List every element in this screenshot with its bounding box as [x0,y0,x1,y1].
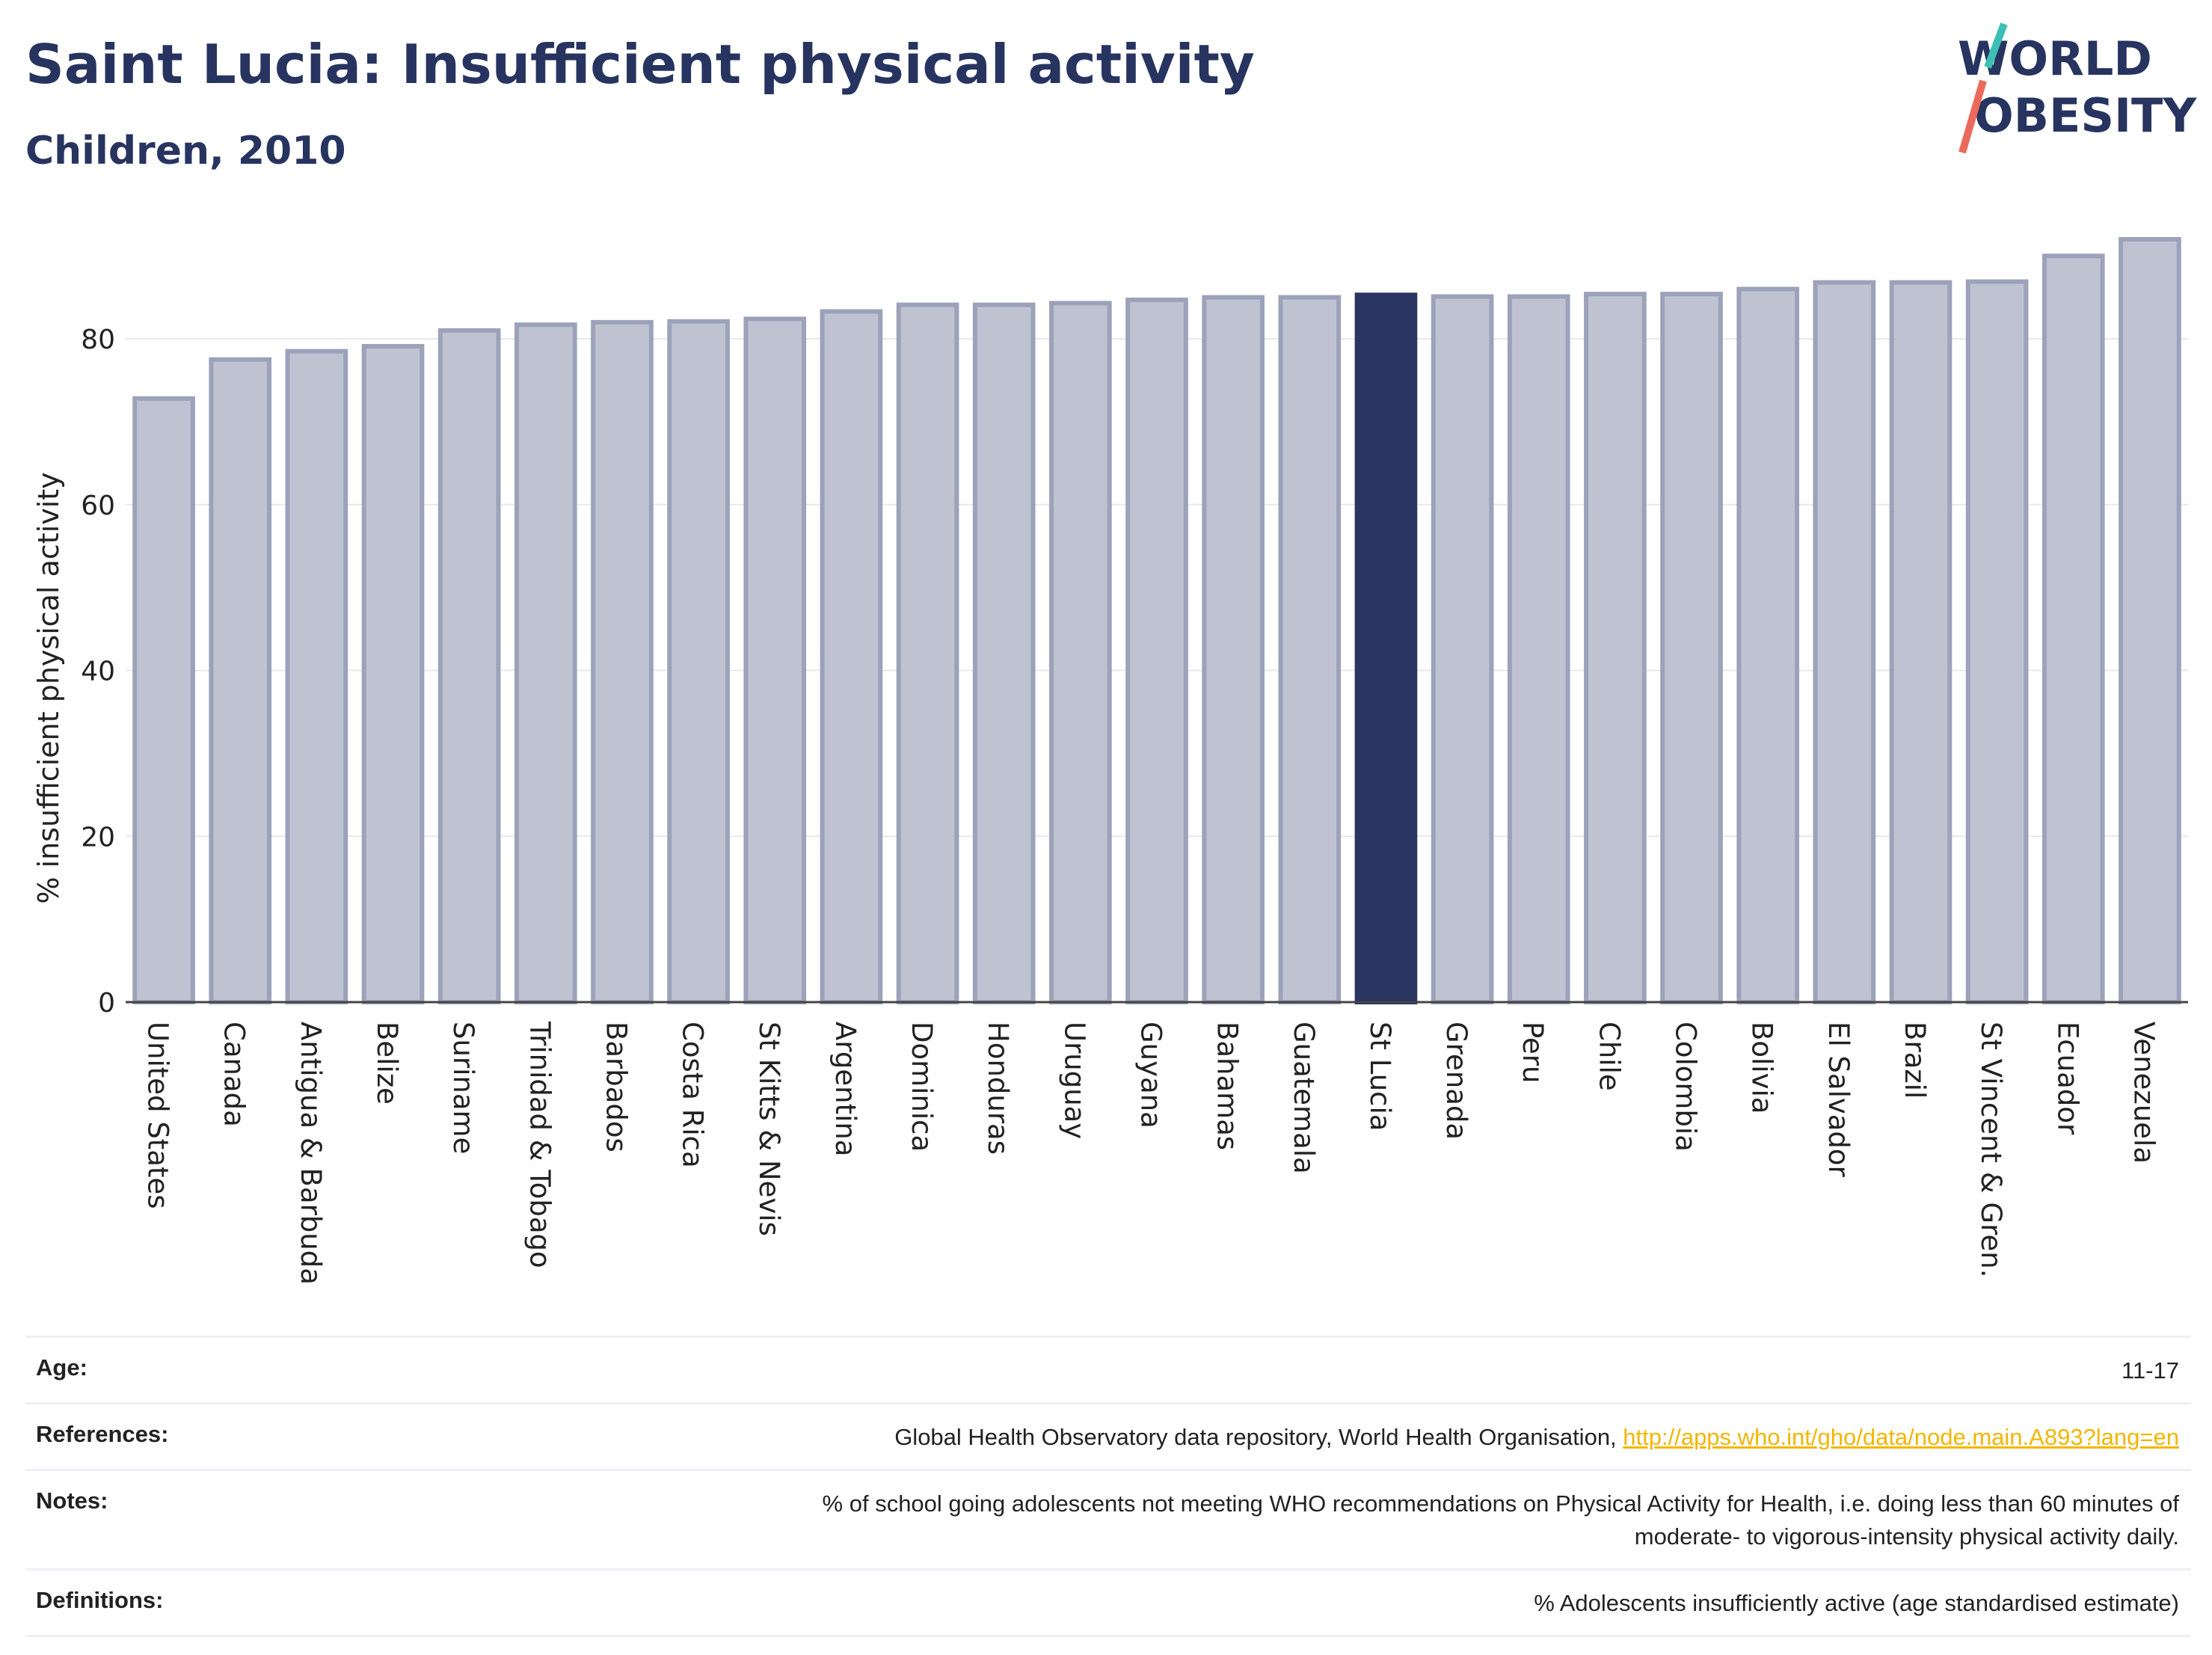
x-tick-label: Bahamas [1211,1022,1244,1150]
bar-guatemala [1278,295,1342,1004]
age-value: 11-17 [2122,1357,2179,1384]
x-tick-label: Barbados [600,1022,632,1152]
y-tick-label: 0 [98,988,115,1019]
bar-antigua-barbuda [285,348,348,1005]
y-tick-label: 40 [81,657,115,687]
bar-dominica [896,302,959,1004]
bar-chart: 0 20 40 60 80 United States Canada Antigua & B… [32,237,2188,1285]
info-row-definitions: Definitions: % Adolescents insufficientl… [25,1568,2191,1637]
x-tick-label: St Kitts & Nevis [753,1022,785,1236]
y-tick-label: 20 [81,822,115,853]
bar-guyana [1125,297,1188,1005]
bar-suriname [437,328,501,1004]
logo-accent-coral [1958,79,1987,154]
x-tick-label: United States [142,1022,174,1209]
bar-el-salvador [1813,280,1876,1004]
bar-bolivia [1736,286,1800,1004]
x-tick-label: Belize [371,1022,403,1105]
notes-line-2: moderate- to vigorous-intensity physical… [1634,1523,2179,1550]
references-value: Global Health Observatory data repositor… [894,1421,2179,1454]
x-tick-label: Trinidad & Tobago [523,1021,556,1268]
x-tick-label: St Lucia [1364,1022,1396,1131]
x-tick-label: Canada [218,1022,251,1127]
x-tick-label: Colombia [1670,1022,1702,1152]
info-row-notes: Notes: % of school going adolescents not… [25,1469,2191,1568]
bar-canada [209,357,272,1004]
references-text: Global Health Observatory data repositor… [894,1424,1623,1450]
x-axis: United States Canada Antigua & Barbuda Beli… [126,1001,2188,1285]
notes-label: Notes: [36,1487,108,1514]
definitions-label: Definitions: [36,1587,164,1613]
bar-honduras [972,302,1036,1004]
x-tick-label: El Salvador [1822,1022,1855,1178]
x-tick-label: St Vincent & Gren. [1975,1022,2007,1277]
x-tick-label: Bolivia [1746,1022,1778,1114]
bar-belize [361,344,425,1004]
info-row-references: References: Global Health Observatory da… [25,1402,2191,1469]
y-tick-label: 80 [81,325,115,355]
bar-st-lucia [1354,292,1418,1005]
bar-bahamas [1202,295,1265,1004]
x-tick-label: Grenada [1440,1022,1472,1140]
world-obesity-logo: WORLD OBESITY [1958,22,2197,154]
bar-ecuador [2042,254,2105,1005]
bar-united-states [132,396,195,1004]
bar-st-kitts-nevis [743,316,807,1005]
bar-uruguay [1049,301,1112,1004]
info-row-age: Age: 11-17 [25,1336,2191,1402]
bar-barbados [591,319,654,1004]
bars [132,237,2181,1005]
bar-venezuela [2119,237,2181,1004]
x-tick-label: Peru [1517,1022,1549,1083]
age-label: Age: [36,1354,87,1381]
x-tick-label: Argentina [829,1022,861,1156]
bar-peru [1507,294,1570,1004]
logo-word-obesity: OBESITY [1974,88,2197,143]
x-tick-label: Antigua & Barbuda [295,1022,327,1285]
x-tick-label: Guyana [1135,1022,1167,1129]
bar-st-vincent-gren- [1965,279,2029,1005]
x-tick-label: Honduras [982,1022,1014,1155]
bar-trinidad-tobago [514,322,577,1004]
x-tick-label: Guatemala [1288,1022,1320,1174]
notes-value: % of school going adolescents not meetin… [823,1487,2179,1553]
x-tick-label: Chile [1593,1022,1625,1091]
bar-argentina [820,309,883,1004]
bar-costa-rica [667,319,730,1004]
y-axis-label: % insufficient physical activity [32,472,65,903]
references-link[interactable]: http://apps.who.int/gho/data/node.main.A… [1623,1424,2179,1450]
logo-accent-teal [1984,22,2008,69]
notes-line-1: % of school going adolescents not meetin… [822,1490,2179,1517]
x-tick-label: Costa Rica [677,1022,709,1168]
y-axis: 0 20 40 60 80 [81,325,115,1019]
y-tick-label: 60 [81,491,115,521]
x-tick-label: Venezuela [2127,1022,2160,1164]
references-label: References: [36,1421,169,1447]
x-tick-label: Uruguay [1058,1022,1090,1139]
bar-chile [1584,292,1647,1005]
bar-brazil [1889,280,1953,1004]
x-tick-label: Brazil [1899,1022,1931,1099]
x-tick-label: Suriname [447,1022,479,1154]
page-subtitle: Children, 2010 [25,129,346,174]
page-title: Saint Lucia: Insufficient physical activ… [25,33,1255,96]
x-tick-label: Dominica [906,1022,938,1152]
info-table: Age: 11-17 References: Global Health Obs… [25,1336,2191,1637]
bar-colombia [1660,292,1723,1005]
definitions-value: % Adolescents insufficiently active (age… [1534,1590,2179,1616]
bar-grenada [1431,294,1494,1004]
x-tick-label: Ecuador [2051,1022,2083,1135]
